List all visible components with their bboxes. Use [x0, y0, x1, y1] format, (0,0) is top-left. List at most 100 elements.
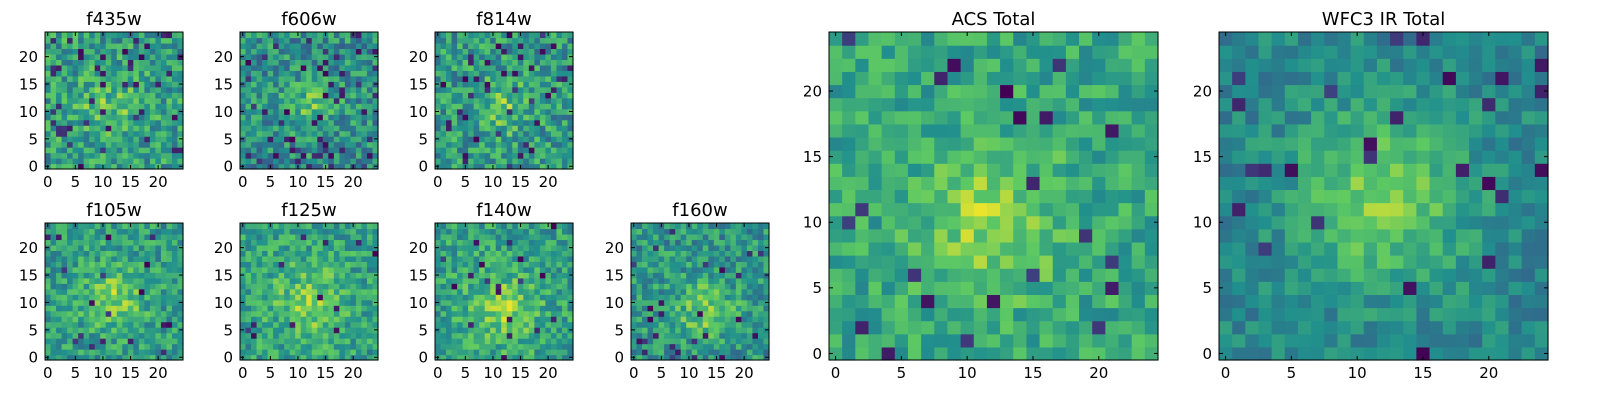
heatmap-cell: [534, 147, 541, 154]
heatmap-cell: [545, 119, 552, 126]
y-tick-label: 10: [214, 103, 233, 121]
heatmap-cell: [868, 189, 883, 204]
heatmap-cell: [664, 266, 671, 273]
heatmap-cell: [61, 321, 68, 328]
heatmap-cell: [311, 239, 318, 246]
heatmap-cell: [144, 283, 151, 290]
heatmap-cell: [138, 266, 145, 273]
heatmap-cell: [56, 152, 63, 159]
heatmap-cell: [138, 277, 145, 284]
heatmap-cell: [317, 136, 324, 143]
heatmap-cell: [278, 152, 285, 159]
heatmap-cell: [166, 125, 173, 132]
heatmap-cell: [171, 70, 179, 77]
heatmap-cell: [675, 250, 682, 257]
heatmap-cell: [177, 349, 184, 356]
heatmap-cell: [56, 114, 63, 121]
heatmap-cell: [490, 81, 497, 88]
heatmap-cell: [100, 233, 107, 241]
heatmap-cell: [534, 42, 541, 50]
heatmap-cell: [561, 272, 569, 279]
heatmap-cell: [160, 288, 168, 295]
heatmap-cell: [350, 283, 357, 290]
heatmap-cell: [451, 158, 458, 165]
heatmap-cell: [490, 321, 497, 328]
heatmap-cell: [350, 327, 357, 334]
heatmap-cell: [78, 125, 85, 132]
heatmap-cell: [719, 294, 726, 301]
heatmap-cell: [686, 277, 693, 284]
heatmap-cell: [306, 70, 313, 77]
heatmap-cell: [973, 268, 988, 282]
heatmap-cell: [111, 136, 118, 143]
heatmap-cell: [868, 346, 883, 361]
heatmap-cell: [144, 294, 151, 301]
heatmap-cell: [479, 250, 486, 257]
heatmap-cell: [94, 86, 101, 93]
heatmap-cell: [306, 141, 313, 148]
heatmap-cell: [561, 48, 569, 55]
heatmap-cell: [490, 130, 497, 137]
heatmap-cell: [262, 272, 269, 279]
heatmap-cell: [111, 86, 118, 93]
heatmap-cell: [440, 316, 447, 323]
heatmap-cell: [155, 239, 162, 246]
heatmap-cell: [322, 244, 329, 251]
heatmap-cell: [289, 53, 296, 60]
heatmap-cell: [166, 349, 173, 356]
heatmap-cell: [752, 349, 759, 356]
heatmap-cell: [473, 119, 480, 126]
heatmap-cell: [317, 42, 324, 50]
heatmap-cell: [177, 288, 184, 295]
heatmap-cell: [317, 354, 324, 361]
heatmap-cell: [457, 305, 464, 312]
heatmap-cell: [506, 86, 513, 93]
heatmap-cell: [763, 266, 770, 273]
heatmap-cell: [986, 176, 1001, 191]
heatmap-cell: [111, 316, 118, 323]
heatmap-cell: [350, 305, 357, 312]
heatmap-cell: [122, 305, 129, 312]
heatmap-cell: [528, 130, 535, 137]
heatmap-cell: [534, 103, 541, 110]
heatmap-cell: [366, 48, 374, 55]
heatmap-cell: [278, 321, 285, 328]
heatmap-cell: [67, 332, 74, 339]
heatmap-cell: [1013, 255, 1027, 269]
heatmap-cell: [306, 310, 313, 317]
heatmap-cell: [284, 266, 291, 273]
heatmap-cell: [550, 103, 558, 110]
heatmap-cell: [446, 294, 453, 301]
heatmap-cell: [289, 125, 296, 132]
heatmap-cell: [322, 349, 329, 356]
heatmap-cell: [653, 250, 660, 257]
heatmap-cell: [339, 277, 346, 284]
heatmap-cell: [61, 59, 68, 66]
heatmap-cell: [333, 223, 340, 230]
heatmap-cell: [317, 92, 324, 99]
heatmap-cell: [317, 327, 324, 334]
heatmap-cell: [752, 239, 759, 246]
heatmap-cell: [561, 343, 569, 350]
heatmap-cell: [155, 42, 162, 50]
heatmap-cell: [83, 321, 90, 328]
heatmap-cell: [322, 228, 329, 235]
heatmap-cell: [517, 343, 524, 350]
heatmap-cell: [289, 86, 296, 93]
heatmap-cell: [350, 114, 357, 121]
heatmap-cell: [251, 152, 258, 159]
heatmap-cell: [273, 125, 280, 132]
heatmap-cell: [83, 119, 90, 126]
heatmap-cell: [111, 37, 118, 44]
heatmap-cell: [372, 223, 379, 230]
heatmap-cell: [83, 59, 90, 66]
heatmap-cell: [122, 141, 129, 148]
heatmap-cell: [171, 343, 179, 350]
heatmap-cell: [534, 141, 541, 148]
heatmap-cell: [67, 233, 74, 241]
heatmap-cell: [451, 59, 458, 66]
heatmap-cell: [484, 103, 491, 110]
heatmap-cell: [473, 158, 480, 165]
heatmap-cell: [523, 266, 530, 273]
heatmap-cell: [512, 81, 519, 88]
